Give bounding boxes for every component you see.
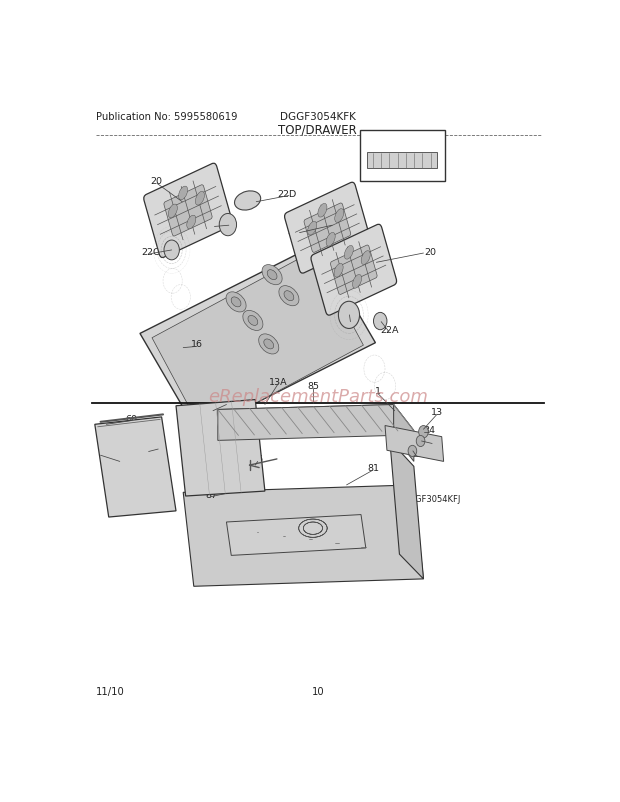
Polygon shape — [218, 405, 394, 441]
Text: 87: 87 — [205, 490, 217, 499]
Ellipse shape — [187, 216, 196, 229]
Text: TOP/DRAWER: TOP/DRAWER — [278, 124, 357, 136]
FancyBboxPatch shape — [311, 225, 397, 316]
Ellipse shape — [318, 205, 327, 218]
Text: 1: 1 — [375, 387, 381, 396]
Text: 86: 86 — [252, 455, 264, 464]
Text: 22: 22 — [345, 315, 356, 324]
Text: 22D: 22D — [277, 189, 296, 198]
Text: Publication No: 5995580619: Publication No: 5995580619 — [95, 112, 237, 122]
Circle shape — [416, 435, 425, 447]
FancyBboxPatch shape — [164, 185, 212, 237]
Text: 22A: 22A — [381, 325, 399, 334]
Polygon shape — [176, 400, 265, 496]
Ellipse shape — [308, 222, 317, 236]
Ellipse shape — [231, 298, 241, 307]
Ellipse shape — [279, 286, 299, 306]
Ellipse shape — [168, 205, 177, 218]
Polygon shape — [140, 245, 376, 433]
Text: eReplacementParts.com: eReplacementParts.com — [208, 388, 428, 406]
Polygon shape — [385, 426, 444, 462]
Text: 10: 10 — [311, 687, 324, 696]
Polygon shape — [184, 485, 423, 586]
Ellipse shape — [248, 316, 258, 326]
Polygon shape — [95, 417, 176, 517]
Ellipse shape — [353, 275, 361, 289]
FancyBboxPatch shape — [330, 245, 377, 295]
FancyBboxPatch shape — [285, 183, 370, 273]
Polygon shape — [152, 252, 363, 432]
Ellipse shape — [264, 339, 273, 350]
Text: DGGF3054KFK: DGGF3054KFK — [280, 112, 356, 122]
Text: 20A: 20A — [287, 226, 306, 235]
Text: 22C: 22C — [141, 247, 160, 257]
Ellipse shape — [267, 270, 277, 281]
Ellipse shape — [243, 311, 263, 331]
Text: 16: 16 — [191, 340, 203, 349]
Polygon shape — [367, 153, 437, 169]
Text: 60: 60 — [125, 414, 137, 423]
Text: 20: 20 — [425, 247, 436, 257]
Text: 4: 4 — [146, 445, 152, 454]
Text: 39: 39 — [113, 455, 126, 464]
Text: 20: 20 — [151, 177, 163, 186]
Circle shape — [373, 313, 387, 330]
Text: 81: 81 — [367, 464, 379, 472]
Ellipse shape — [195, 192, 205, 206]
Circle shape — [418, 426, 428, 439]
Ellipse shape — [179, 187, 188, 200]
Ellipse shape — [361, 251, 370, 265]
Ellipse shape — [326, 233, 335, 247]
Ellipse shape — [262, 265, 282, 286]
Polygon shape — [390, 441, 423, 579]
Text: TDGGF3054KFJ: TDGGF3054KFJ — [397, 494, 460, 504]
Text: 13A: 13A — [269, 377, 288, 386]
Ellipse shape — [344, 246, 353, 260]
FancyBboxPatch shape — [144, 164, 232, 258]
Ellipse shape — [284, 291, 294, 302]
FancyBboxPatch shape — [304, 204, 351, 253]
Ellipse shape — [226, 293, 246, 313]
Circle shape — [219, 214, 237, 237]
Circle shape — [339, 302, 360, 329]
Ellipse shape — [334, 264, 343, 277]
Bar — [360, 131, 445, 181]
Polygon shape — [226, 515, 366, 556]
Text: 2: 2 — [210, 404, 216, 413]
Text: 82: 82 — [410, 450, 423, 459]
Ellipse shape — [234, 192, 260, 211]
Text: 13: 13 — [431, 408, 443, 417]
Ellipse shape — [335, 209, 344, 223]
Text: 85: 85 — [307, 382, 319, 391]
Text: 22B: 22B — [204, 221, 222, 229]
Text: 84: 84 — [423, 425, 435, 434]
Circle shape — [164, 241, 179, 261]
Text: 11/10: 11/10 — [95, 687, 125, 696]
Circle shape — [408, 446, 417, 457]
Ellipse shape — [259, 334, 279, 354]
Polygon shape — [218, 405, 414, 436]
Polygon shape — [394, 405, 414, 462]
Text: 83: 83 — [426, 437, 438, 446]
Text: 34: 34 — [368, 156, 380, 165]
